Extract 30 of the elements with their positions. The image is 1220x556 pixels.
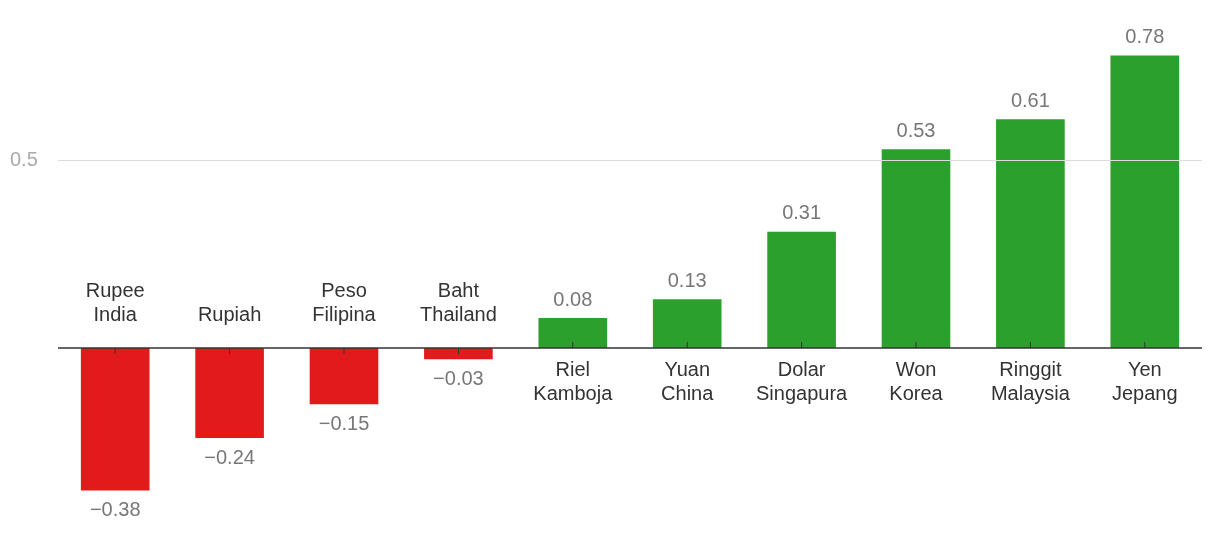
- x-tick-label: Rupee India: [85, 279, 145, 325]
- x-tick-label: Rupiah: [197, 303, 262, 325]
- x-tick-label: Ringgit Malaysia: [990, 358, 1071, 404]
- data-label: 0.13: [667, 268, 707, 291]
- data-label: −0.24: [204, 445, 255, 468]
- x-tick-label: Yen Jepang: [1111, 358, 1178, 404]
- x-tick-label: Baht Thailand: [420, 279, 497, 325]
- data-label: 0.61: [1010, 88, 1050, 111]
- bar: [767, 231, 836, 348]
- bar: [195, 348, 264, 438]
- x-tick-label: Peso Filipina: [312, 279, 377, 325]
- data-label: −0.03: [433, 366, 484, 389]
- x-tick-label: Won Korea: [889, 358, 944, 404]
- data-label: 0.53: [896, 118, 936, 141]
- data-label: 0.78: [1125, 25, 1165, 48]
- bar: [309, 348, 379, 405]
- x-tick-label: Yuan China: [661, 358, 715, 404]
- data-label: −0.38: [89, 498, 141, 521]
- x-tick-label: Dolar Singapura: [756, 358, 849, 404]
- bar: [996, 119, 1065, 348]
- data-label: −0.15: [318, 411, 370, 434]
- bar: [652, 299, 722, 348]
- ref-line-label: 0.5: [10, 148, 38, 171]
- bar: [881, 149, 951, 348]
- bar: [1110, 55, 1180, 348]
- data-label: 0.31: [782, 201, 822, 224]
- x-tick-label: Riel Kamboja: [533, 358, 614, 404]
- bar: [538, 318, 608, 348]
- bar: [80, 348, 150, 491]
- data-label: 0.08: [553, 287, 593, 310]
